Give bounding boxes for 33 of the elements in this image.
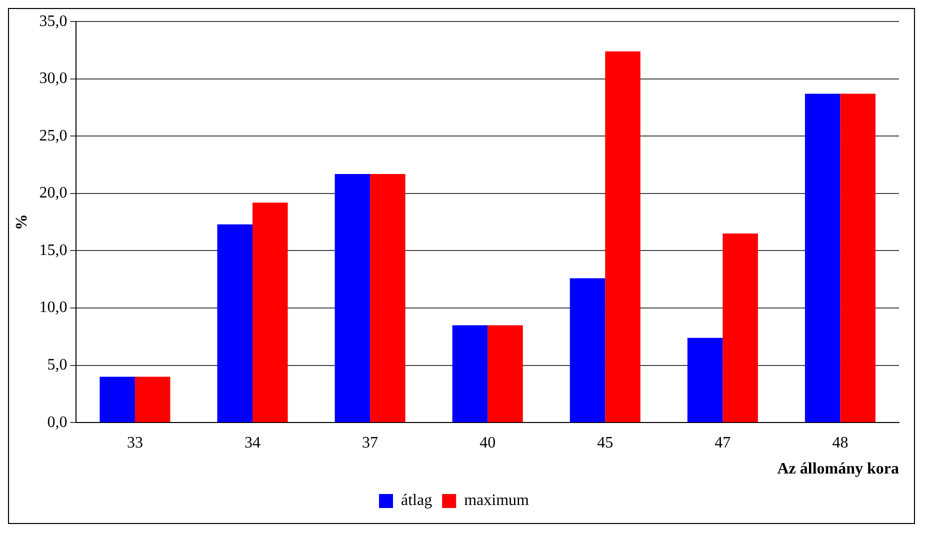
legend-label: átlag — [401, 492, 432, 510]
bar — [722, 234, 758, 422]
y-tick-label: 0,0 — [47, 414, 68, 431]
bar — [687, 338, 723, 422]
bar — [452, 325, 488, 422]
y-tick-label: 15,0 — [39, 242, 68, 259]
bar — [804, 94, 840, 422]
y-tick-label: 35,0 — [39, 12, 68, 30]
bar — [570, 278, 606, 422]
bar — [217, 224, 253, 422]
bar — [370, 174, 406, 422]
x-tick-label: 40 — [480, 434, 496, 452]
x-tick-label: 48 — [832, 434, 848, 452]
bar — [840, 94, 876, 422]
y-axis-title: % — [14, 214, 31, 230]
x-tick-label: 47 — [714, 434, 731, 452]
y-tick-label: 25,0 — [39, 127, 68, 144]
bar — [605, 51, 640, 422]
y-tick-label: 5,0 — [47, 356, 68, 374]
bar — [100, 376, 135, 422]
y-tick-label: 30,0 — [39, 70, 68, 88]
bar — [488, 325, 523, 422]
x-tick-label: 34 — [244, 434, 261, 452]
bar — [334, 174, 370, 422]
bar — [134, 376, 170, 422]
bar — [252, 202, 288, 422]
x-axis-title: Az állomány kora — [777, 460, 899, 478]
x-tick-label: 37 — [362, 434, 378, 452]
x-tick-label: 45 — [597, 434, 614, 452]
y-tick-label: 10,0 — [39, 299, 68, 316]
legend-label: maximum — [464, 492, 530, 510]
x-tick-label: 33 — [126, 434, 143, 452]
y-tick-label: 20,0 — [39, 184, 68, 202]
